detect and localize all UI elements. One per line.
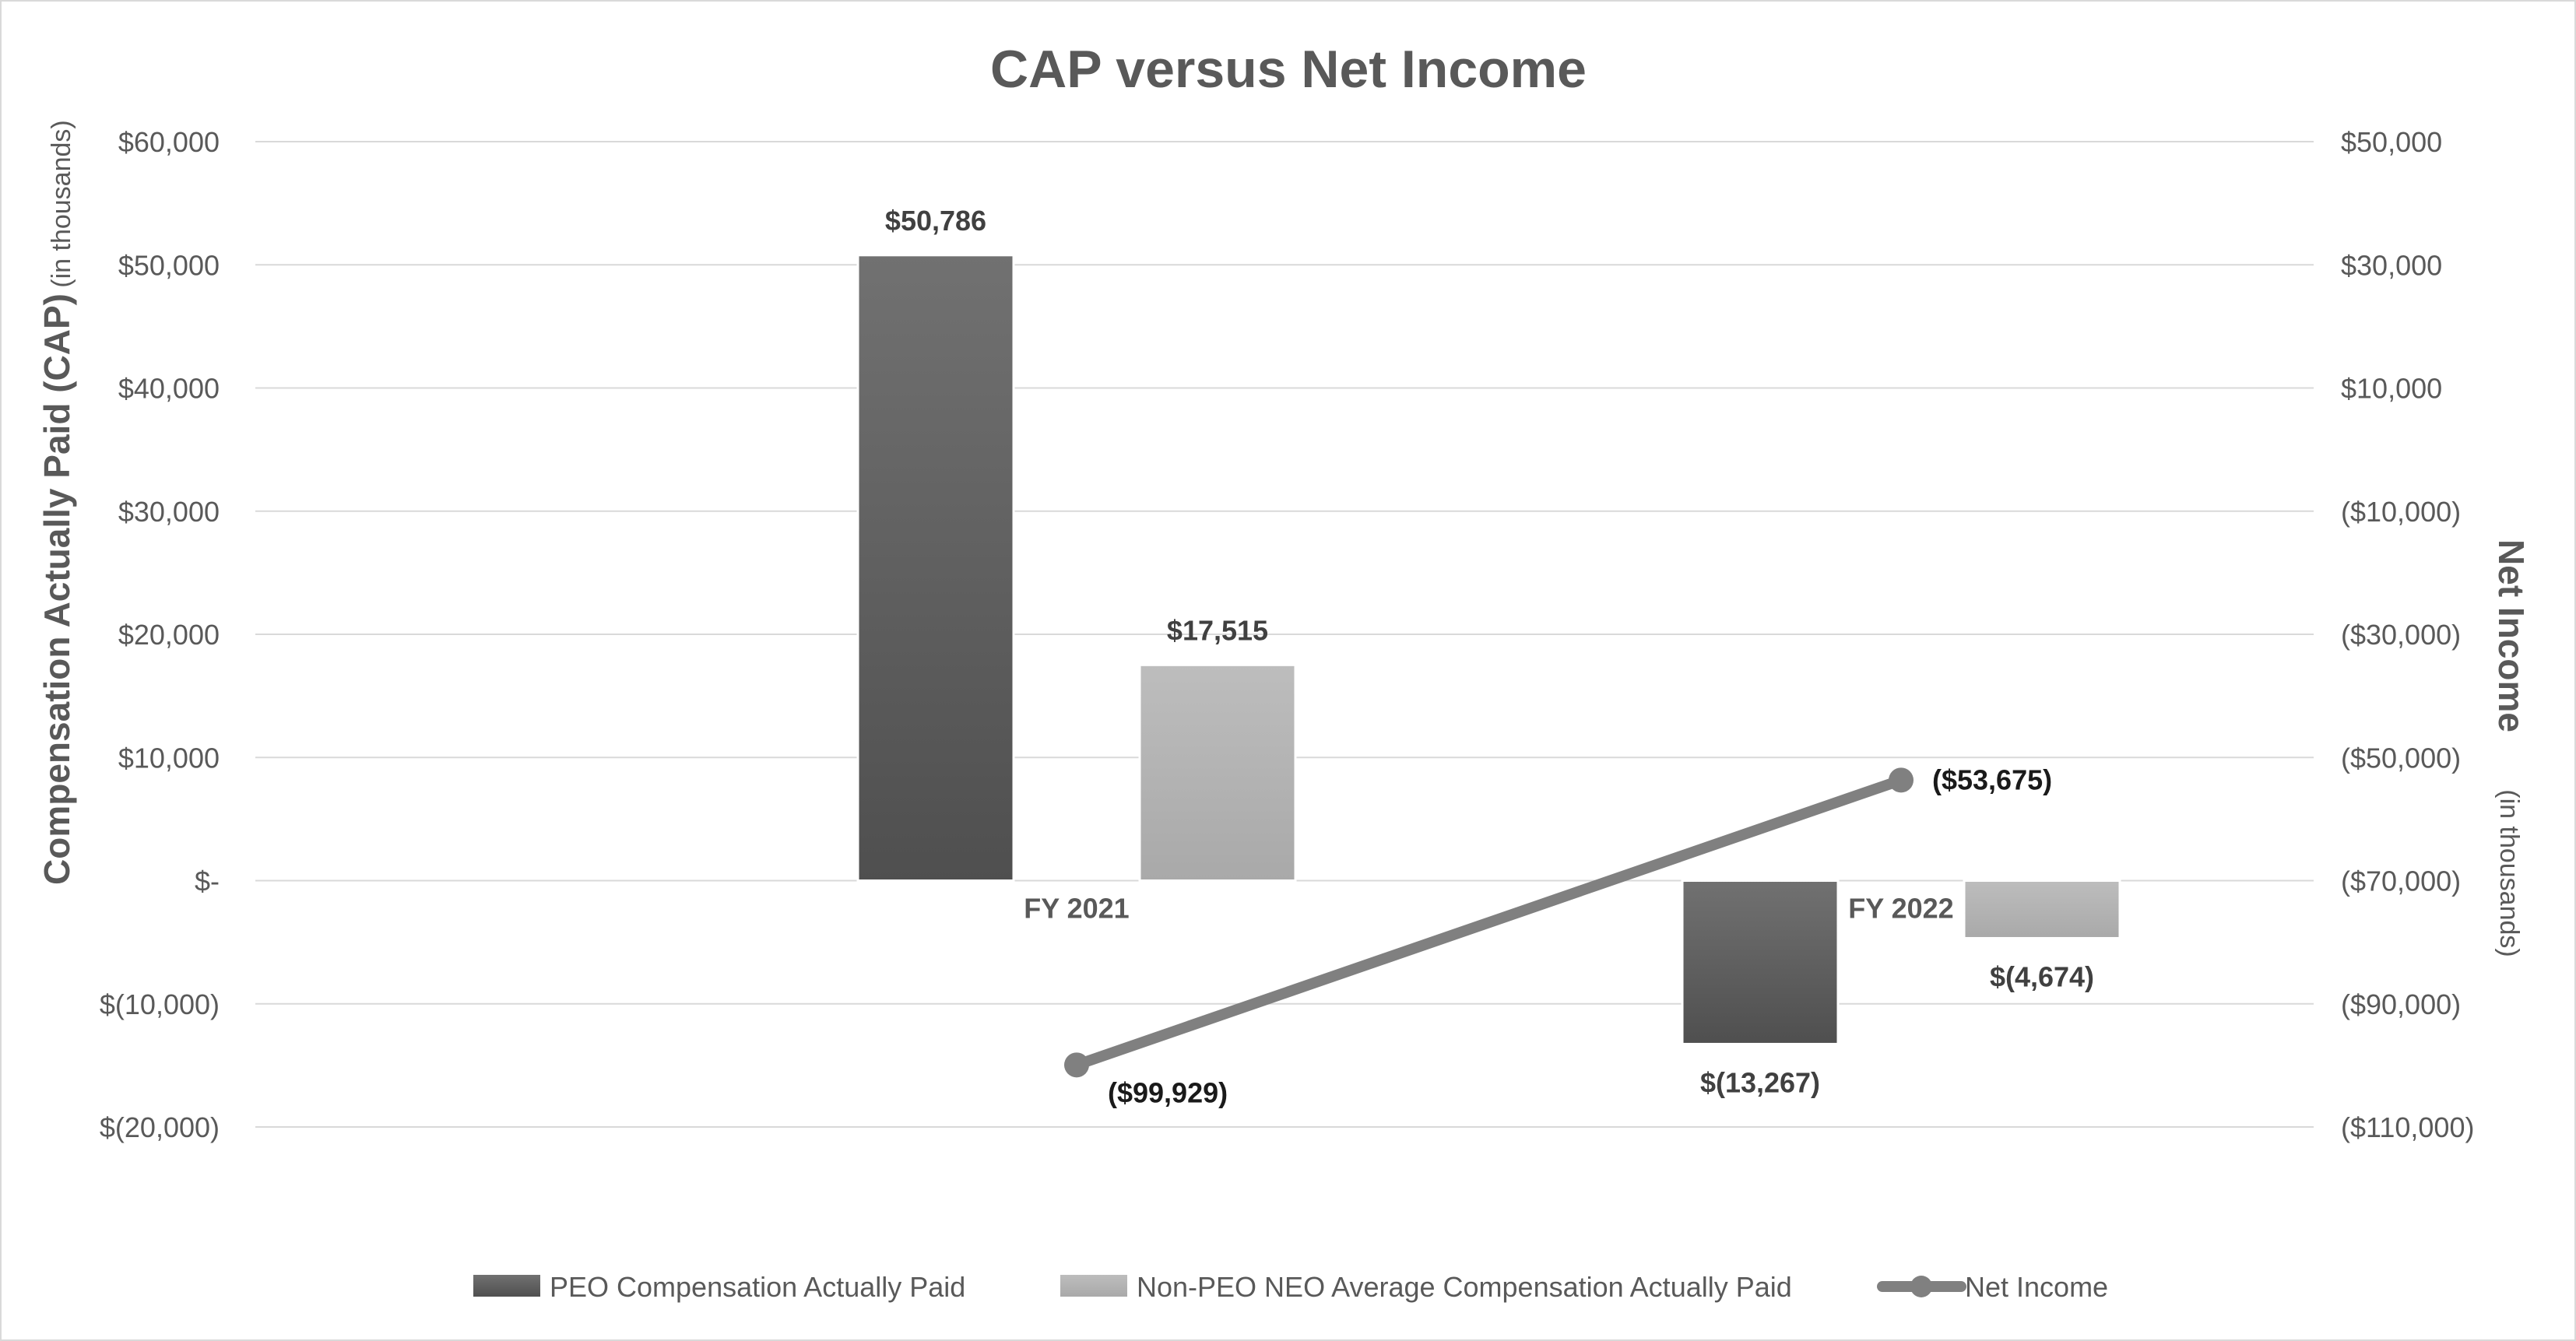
data-label-bar-peo: $(13,267) [1700,1066,1820,1098]
bar-non-peo-2 [1963,879,2121,939]
category-labels: FY 2021 FY 2022 [1024,893,1953,925]
bar-peo-1 [856,254,1015,883]
left-tick-label: $30,000 [118,496,220,528]
data-label-bar-non-peo: $17,515 [1167,614,1268,646]
left-tick-label: $- [195,865,220,897]
bars [856,254,2121,1045]
data-label-bar-non-peo: $(4,674) [1990,960,2094,992]
right-tick-label: $50,000 [2341,126,2442,158]
bar-peo-2 [1681,879,1840,1045]
right-axis-title: Net Income [2491,539,2532,732]
data-labels: $50,786 $(13,267) $17,515 $(4,674) ($99,929)… [885,205,2094,1109]
chart-title: CAP versus Net Income [990,40,1587,99]
net-income-point [1889,767,1914,793]
left-tick-label: $60,000 [118,126,220,158]
data-label-net-income: ($99,929) [1108,1076,1228,1108]
legend: PEO Compensation Actually Paid Non-PEO N… [473,1271,2108,1303]
legend-label-net-income: Net Income [1965,1271,2108,1303]
right-tick-label: ($10,000) [2341,496,2461,528]
right-axis-ticks: $50,000 $30,000 $10,000 ($10,000) ($30,000) (… [2341,126,2474,1143]
net-income-point [1064,1052,1089,1078]
left-axis-ticks: $60,000 $50,000 $40,000 $30,000 $20,000 $10,0… [100,126,220,1143]
net-income-line [1064,767,1914,1078]
right-tick-label: ($50,000) [2341,742,2461,774]
right-tick-label: ($110,000) [2341,1111,2474,1143]
bar-non-peo-1 [1138,663,1297,882]
right-tick-label: $30,000 [2341,249,2442,281]
right-tick-label: ($90,000) [2341,988,2461,1020]
left-tick-label: $(10,000) [100,988,220,1020]
right-axis-note: (in thousands) [2494,789,2524,957]
net-income-line-segment [1071,774,1907,1071]
legend-swatch-non-peo [1060,1275,1127,1297]
legend-marker-net-income [1910,1276,1932,1297]
right-tick-label: $10,000 [2341,373,2442,405]
left-axis-title: Compensation Actually Paid (CAP) [37,293,77,885]
legend-label-peo: PEO Compensation Actually Paid [550,1271,965,1303]
data-label-net-income: ($53,675) [1932,764,2052,795]
left-tick-label: $20,000 [118,619,220,651]
left-tick-label: $(20,000) [100,1111,220,1143]
left-tick-label: $50,000 [118,249,220,281]
left-axis-note: (in thousands) [47,120,76,287]
data-label-bar-peo: $50,786 [885,205,986,237]
left-tick-label: $10,000 [118,742,220,774]
legend-label-non-peo: Non-PEO NEO Average Compensation Actuall… [1137,1271,1792,1303]
right-tick-label: ($30,000) [2341,619,2461,651]
category-label: FY 2022 [1848,893,1953,925]
category-label: FY 2021 [1024,893,1129,925]
legend-swatch-peo [473,1275,540,1297]
right-tick-label: ($70,000) [2341,865,2461,897]
left-tick-label: $40,000 [118,373,220,405]
